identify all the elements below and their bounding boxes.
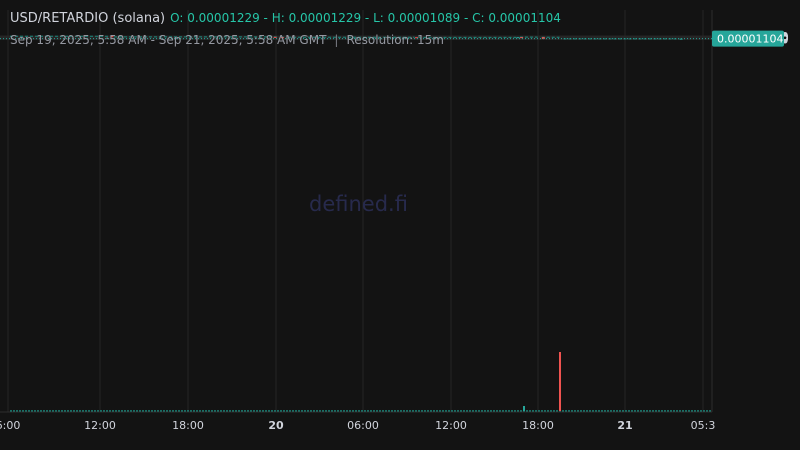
chart-grid bbox=[0, 10, 712, 412]
candle-body bbox=[110, 36, 114, 38]
last-price-marker: 0.00001104 bbox=[0, 30, 784, 47]
watermark: defined.fi bbox=[309, 192, 408, 216]
volume-strip bbox=[10, 352, 712, 412]
candle-body bbox=[516, 37, 520, 39]
resolution-label: Resolution: 15m bbox=[346, 33, 444, 47]
symbol-title: USD/RETARDIO (solana) bbox=[10, 11, 166, 26]
time-tick-label: 12:00 bbox=[435, 419, 467, 432]
last-price-tag bbox=[712, 30, 784, 47]
time-tick-label: 18:00 bbox=[522, 419, 554, 432]
time-tick-label: 18:00 bbox=[172, 419, 204, 432]
ohlc-readout: O: 0.00001229 - H: 0.00001229 - L: 0.000… bbox=[170, 11, 561, 25]
candle-body bbox=[280, 37, 284, 39]
time-tick-label: 06:00 bbox=[347, 419, 379, 432]
time-tick-label: 21 bbox=[617, 419, 632, 432]
candle-body bbox=[414, 37, 418, 39]
chart-header: USD/RETARDIO (solana) O: 0.00001229 - H: … bbox=[10, 11, 561, 26]
chart-subheader: Sep 19, 2025, 5:58 AM - Sep 21, 2025, 5:… bbox=[10, 33, 444, 47]
time-tick-label: 12:00 bbox=[84, 419, 116, 432]
last-price-label: 0.00001104 bbox=[717, 33, 783, 46]
candle-body bbox=[541, 37, 545, 39]
separator: | bbox=[334, 33, 339, 47]
time-tick-label: 05:3 bbox=[691, 419, 716, 432]
candle-body bbox=[273, 36, 277, 38]
time-tick-label: 20 bbox=[268, 419, 284, 432]
time-axis[interactable]: 6:00 12:00 18:00 20 06:00 12:00 18:00 21 05:3 bbox=[0, 419, 715, 432]
candle-body bbox=[520, 37, 524, 39]
time-tick-label: 6:00 bbox=[0, 419, 20, 432]
date-range: Sep 19, 2025, 5:58 AM - Sep 21, 2025, 5:… bbox=[10, 33, 327, 47]
